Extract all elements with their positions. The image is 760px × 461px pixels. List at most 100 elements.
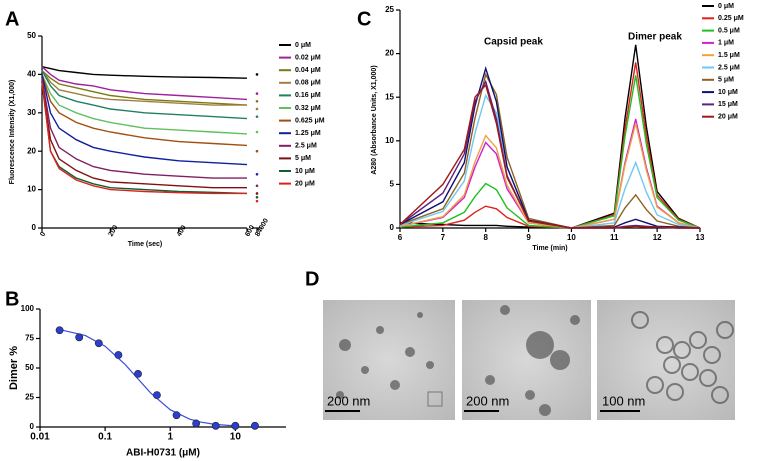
annotation: Dimer peak xyxy=(628,32,682,43)
legend-label: 2.5 μM xyxy=(718,64,740,71)
series-line xyxy=(41,74,248,166)
y-tick-label: 25 xyxy=(385,5,394,14)
panel-label: B xyxy=(5,288,19,310)
y-tick-label: 75 xyxy=(25,334,34,343)
y-axis-label: Fluorescence Intensity (X1,000) xyxy=(9,80,16,185)
end-point xyxy=(255,192,259,195)
data-point xyxy=(211,421,220,430)
y-tick-label: 10 xyxy=(27,185,36,194)
x-tick-label: 7 xyxy=(441,233,446,242)
legend-label: 1.25 μM xyxy=(295,130,321,137)
series-line xyxy=(41,74,248,135)
x-tick-label: 13 xyxy=(696,233,705,242)
x-axis-label: Time (min) xyxy=(532,245,567,252)
end-point xyxy=(255,99,259,103)
series-line xyxy=(399,72,701,229)
data-point xyxy=(251,421,259,430)
y-tick-label: 50 xyxy=(27,31,36,40)
panel-label: C xyxy=(357,8,371,30)
series-line xyxy=(41,66,248,79)
data-point xyxy=(94,339,103,348)
legend-label: 0.04 μM xyxy=(295,67,321,74)
y-tick-label: 5 xyxy=(390,180,395,189)
series-line xyxy=(41,70,248,106)
legend-label: 15 μM xyxy=(718,101,738,108)
series-line xyxy=(41,66,248,101)
x-axis-label: ABI-H0731 (μM) xyxy=(126,448,200,459)
y-tick-label: 30 xyxy=(27,108,36,117)
series-line xyxy=(399,93,701,229)
y-tick-label: 25 xyxy=(25,393,34,402)
x-tick-label: 0 xyxy=(39,231,47,238)
x-tick-label: 12 xyxy=(653,233,662,242)
y-tick-label: 0 xyxy=(32,223,37,232)
data-point xyxy=(172,411,181,420)
y-tick-label: 20 xyxy=(385,49,394,58)
end-point xyxy=(255,107,259,111)
data-point xyxy=(192,419,201,428)
legend-label: 0.02 μM xyxy=(295,54,321,61)
x-axis-label: Time (sec) xyxy=(128,241,163,248)
series-line xyxy=(399,83,700,229)
data-point xyxy=(75,333,84,342)
x-tick-label: 9 xyxy=(526,233,531,242)
y-tick-label: 15 xyxy=(385,92,394,101)
x-tick-label: 0.01 xyxy=(30,432,50,443)
x-tick-label: 10 xyxy=(567,233,576,242)
x-tick-label: 200 xyxy=(108,224,120,238)
legend-label: 0.32 μM xyxy=(295,105,321,112)
scale-bar-label: 100 nm xyxy=(602,393,645,408)
series-line xyxy=(399,123,701,229)
end-point xyxy=(255,199,259,203)
data-point xyxy=(55,326,64,335)
series-line xyxy=(41,74,248,147)
end-point xyxy=(255,149,259,153)
series-line xyxy=(41,82,247,195)
legend-label: 0.16 μM xyxy=(295,92,321,99)
y-axis-label: Dimer % xyxy=(8,346,20,390)
x-tick-label: 10 xyxy=(230,432,242,443)
legend-label: 20 μM xyxy=(295,180,315,187)
y-tick-label: 100 xyxy=(21,304,35,313)
panel-label: D xyxy=(305,268,319,290)
x-tick-label: 6 xyxy=(398,233,403,242)
y-tick-label: 0 xyxy=(390,223,395,232)
legend-label: 1 μM xyxy=(718,40,734,47)
legend-label: 0.625 μM xyxy=(295,117,325,124)
fit-line xyxy=(59,329,236,427)
panel-label: A xyxy=(5,8,19,30)
x-tick-label: 8 xyxy=(483,233,488,242)
legend-label: 0.08 μM xyxy=(295,80,321,87)
data-point xyxy=(114,351,123,359)
legend-label: 2.5 μM xyxy=(295,143,317,150)
y-tick-label: 10 xyxy=(385,136,394,145)
x-tick-label: 11 xyxy=(610,233,619,242)
data-point xyxy=(134,369,142,378)
x-tick-label: 600 xyxy=(244,224,256,238)
series-line xyxy=(399,75,701,229)
end-point xyxy=(255,73,259,76)
x-tick-label: 1 xyxy=(167,432,173,443)
y-tick-label: 50 xyxy=(25,363,34,372)
end-point xyxy=(255,172,259,176)
scale-bar-label: 200 nm xyxy=(327,393,370,408)
y-axis-label: A280 (Absorbance Units, X1,000) xyxy=(371,65,378,174)
legend-label: 0.25 μM xyxy=(718,15,744,22)
legend-label: 0 μM xyxy=(718,3,734,10)
y-tick-label: 40 xyxy=(27,70,36,79)
series-line xyxy=(41,81,247,189)
legend-label: 20 μM xyxy=(718,114,738,121)
scale-bars: 200 nm 200 nm 100 nm xyxy=(325,393,645,412)
x-tick-label: 400 xyxy=(176,224,188,238)
end-point xyxy=(255,92,259,95)
series-line xyxy=(41,70,248,120)
y-tick-label: 20 xyxy=(27,146,36,155)
annotation: Capsid peak xyxy=(484,37,543,48)
tem-image xyxy=(323,300,455,420)
legend-label: 0.5 μM xyxy=(718,27,740,34)
data-point xyxy=(231,421,240,430)
scale-bar-label: 200 nm xyxy=(466,393,509,408)
series-line xyxy=(41,70,247,106)
end-point xyxy=(255,130,259,134)
